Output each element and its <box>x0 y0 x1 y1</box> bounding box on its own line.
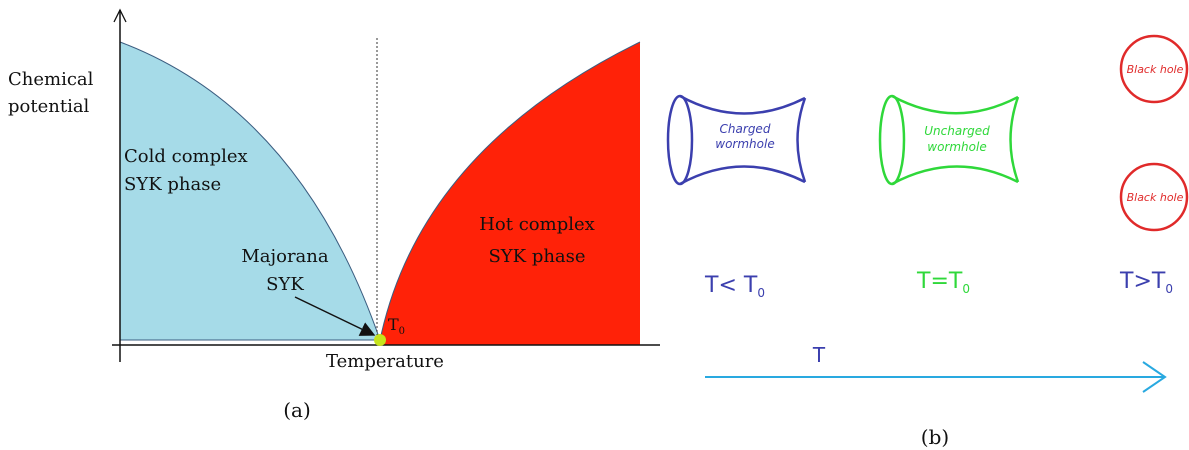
object-label: Black hole <box>1127 191 1184 204</box>
region-label: SYK phase <box>124 174 221 195</box>
point-label: SYK <box>266 274 304 295</box>
object-label: Charged <box>720 122 771 136</box>
axis-label: T <box>812 343 826 367</box>
caption: (a) <box>283 398 311 422</box>
figure: Chemical potential Cold complex SYK phas… <box>0 0 1189 450</box>
critical-point <box>374 334 386 346</box>
region-label: SYK phase <box>488 246 585 267</box>
region-label: Cold complex <box>124 146 248 167</box>
condition: T< T0 <box>704 273 765 300</box>
condition: T=T0 <box>916 269 970 296</box>
condition: T>T0 <box>1119 269 1173 296</box>
object-label: wormhole <box>715 137 774 151</box>
object-label: Black hole <box>1127 63 1184 76</box>
hot-region <box>380 42 640 345</box>
object-label: Uncharged <box>924 124 990 138</box>
object-label: wormhole <box>927 140 986 154</box>
y-axis-label: Chemical <box>8 69 94 90</box>
y-axis-label: potential <box>8 96 90 117</box>
x-axis-label: Temperature <box>326 351 444 372</box>
point-label: Majorana <box>241 246 329 267</box>
region-label: Hot complex <box>479 214 595 235</box>
caption: (b) <box>921 425 949 449</box>
